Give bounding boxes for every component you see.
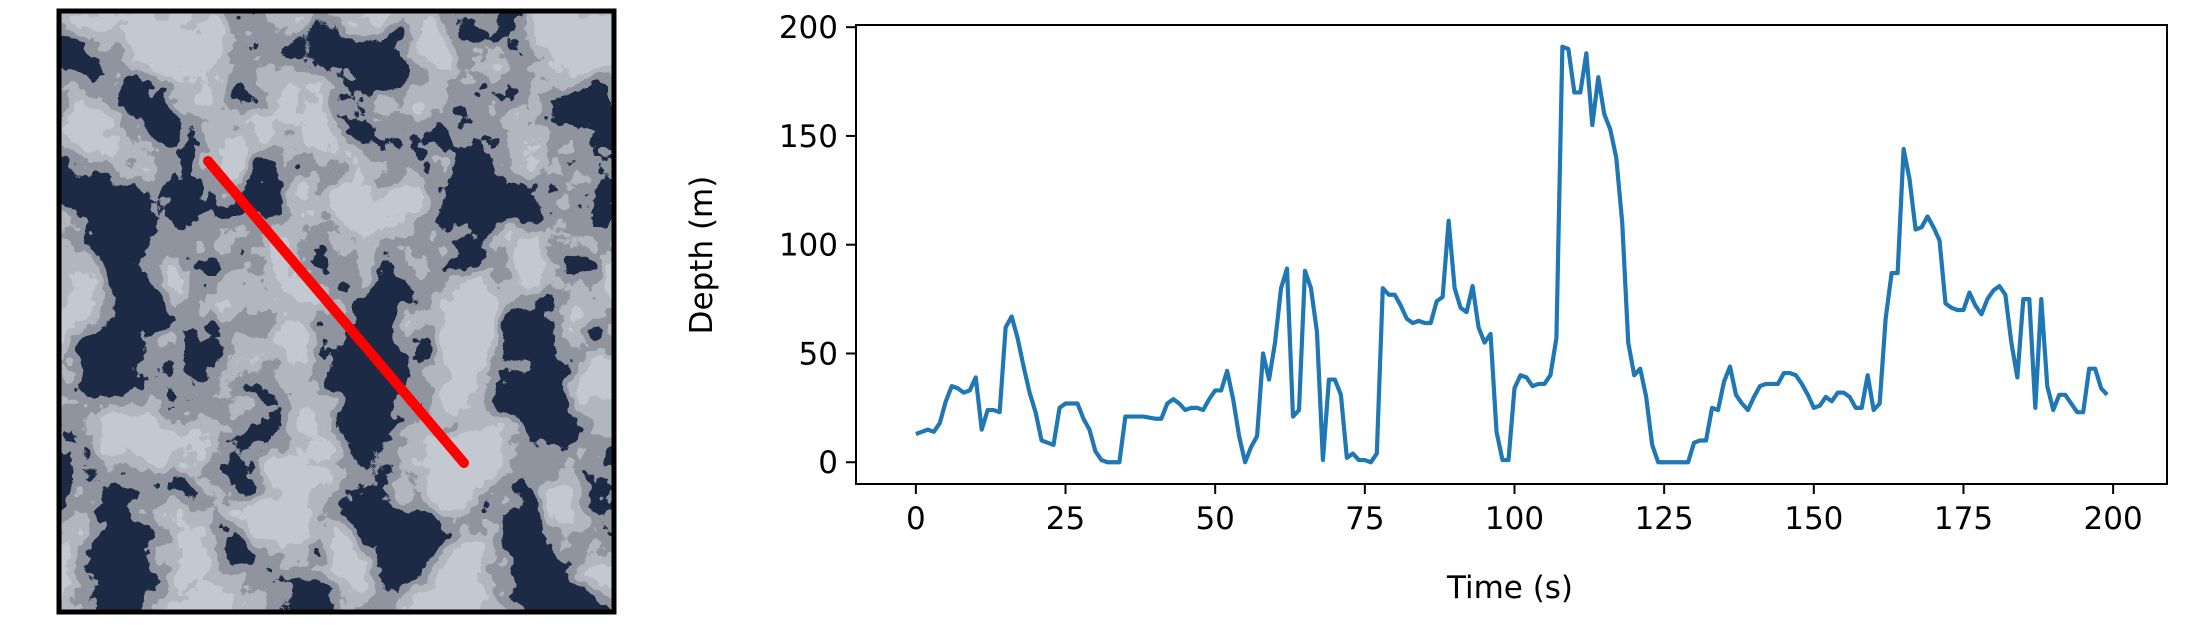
axes-frame	[855, 24, 2168, 485]
x-axis-label: Time (s)	[1446, 570, 1573, 606]
x-tick-label: 0	[906, 501, 926, 537]
x-tick-label: 50	[1195, 501, 1234, 537]
y-tick-label: 200	[779, 10, 838, 46]
transect-line	[203, 156, 469, 468]
y-tick-label: 50	[799, 336, 838, 372]
x-tick-label: 25	[1046, 501, 1085, 537]
x-tick-label: 125	[1635, 501, 1694, 537]
y-tick-label: 0	[818, 445, 838, 481]
x-tick-label: 200	[2084, 501, 2143, 537]
y-tick-label: 100	[779, 228, 838, 264]
x-tick-label: 175	[1934, 501, 1993, 537]
data-line	[915, 44, 2109, 465]
map-image	[56, 8, 617, 615]
map-frame	[56, 8, 617, 615]
y-axis-label: Depth (m)	[684, 176, 720, 335]
x-tick-label: 100	[1485, 501, 1544, 537]
x-tick-label: 150	[1784, 501, 1843, 537]
y-tick-label: 150	[779, 119, 838, 155]
x-tick-label: 75	[1345, 501, 1384, 537]
